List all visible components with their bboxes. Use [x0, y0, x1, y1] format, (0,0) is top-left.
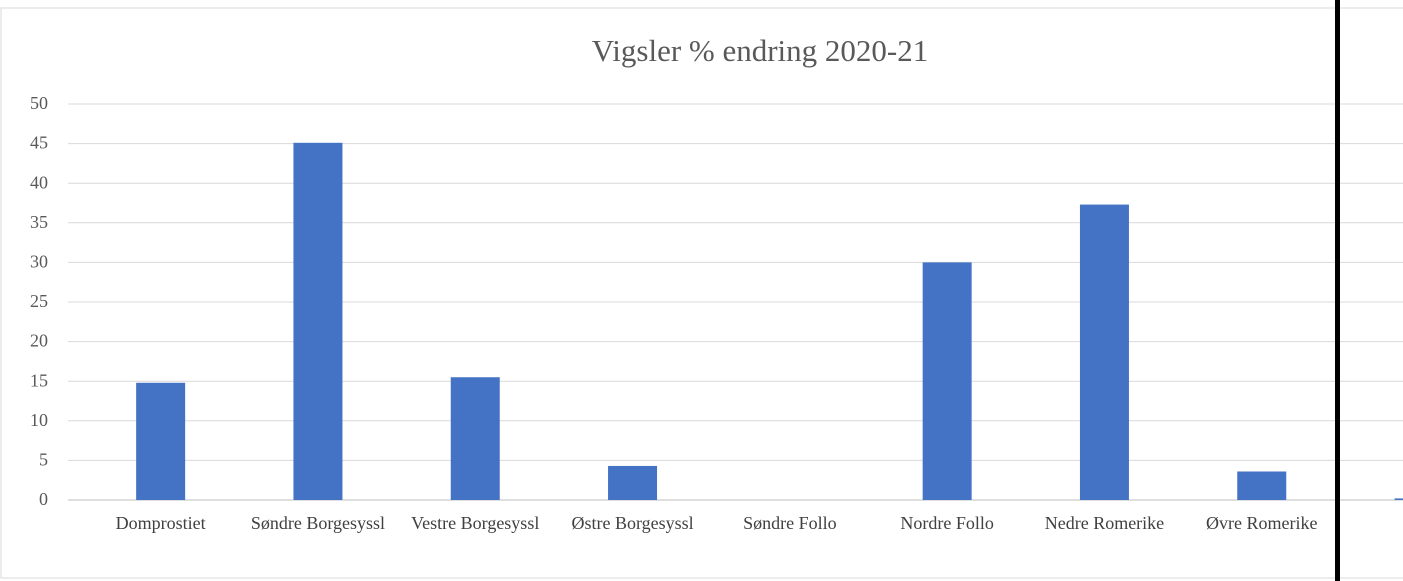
x-tick-label: Nedre Romerike — [1044, 513, 1165, 533]
y-tick-label: 5 — [39, 450, 48, 470]
y-tick-label: 35 — [30, 212, 48, 232]
bar — [136, 382, 186, 500]
y-tick-label: 20 — [30, 331, 48, 351]
chart-border — [0, 7, 1403, 579]
y-tick-label: 0 — [39, 489, 48, 509]
chart-title: Vigsler % endring 2020-21 — [592, 33, 929, 68]
x-tick-label: Øvre Romerike — [1206, 513, 1318, 533]
x-tick-label: Søndre Follo — [743, 513, 837, 533]
bar — [450, 377, 500, 500]
y-tick-label: 10 — [30, 410, 48, 430]
x-tick-label: Vestre Borgesyssl — [411, 513, 540, 533]
y-tick-label: 15 — [30, 370, 48, 390]
y-tick-label: 30 — [30, 252, 48, 272]
x-tick-label: Søndre Borgesyssl — [250, 513, 386, 533]
bar — [1079, 204, 1129, 501]
bar — [922, 262, 972, 500]
y-tick-label: 25 — [30, 291, 48, 311]
x-tick-label: Østre Borgesyssl — [571, 513, 694, 533]
bar — [608, 465, 658, 500]
bar — [293, 142, 343, 501]
bar — [1394, 498, 1403, 500]
x-tick-label: Domprostiet — [115, 513, 206, 533]
y-tick-label: 45 — [30, 133, 48, 153]
window-edge — [1335, 0, 1340, 581]
bar — [1237, 471, 1287, 500]
x-tick-label: Nordre Follo — [900, 513, 994, 533]
y-tick-label: 50 — [30, 93, 48, 113]
y-tick-label: 40 — [30, 172, 48, 192]
